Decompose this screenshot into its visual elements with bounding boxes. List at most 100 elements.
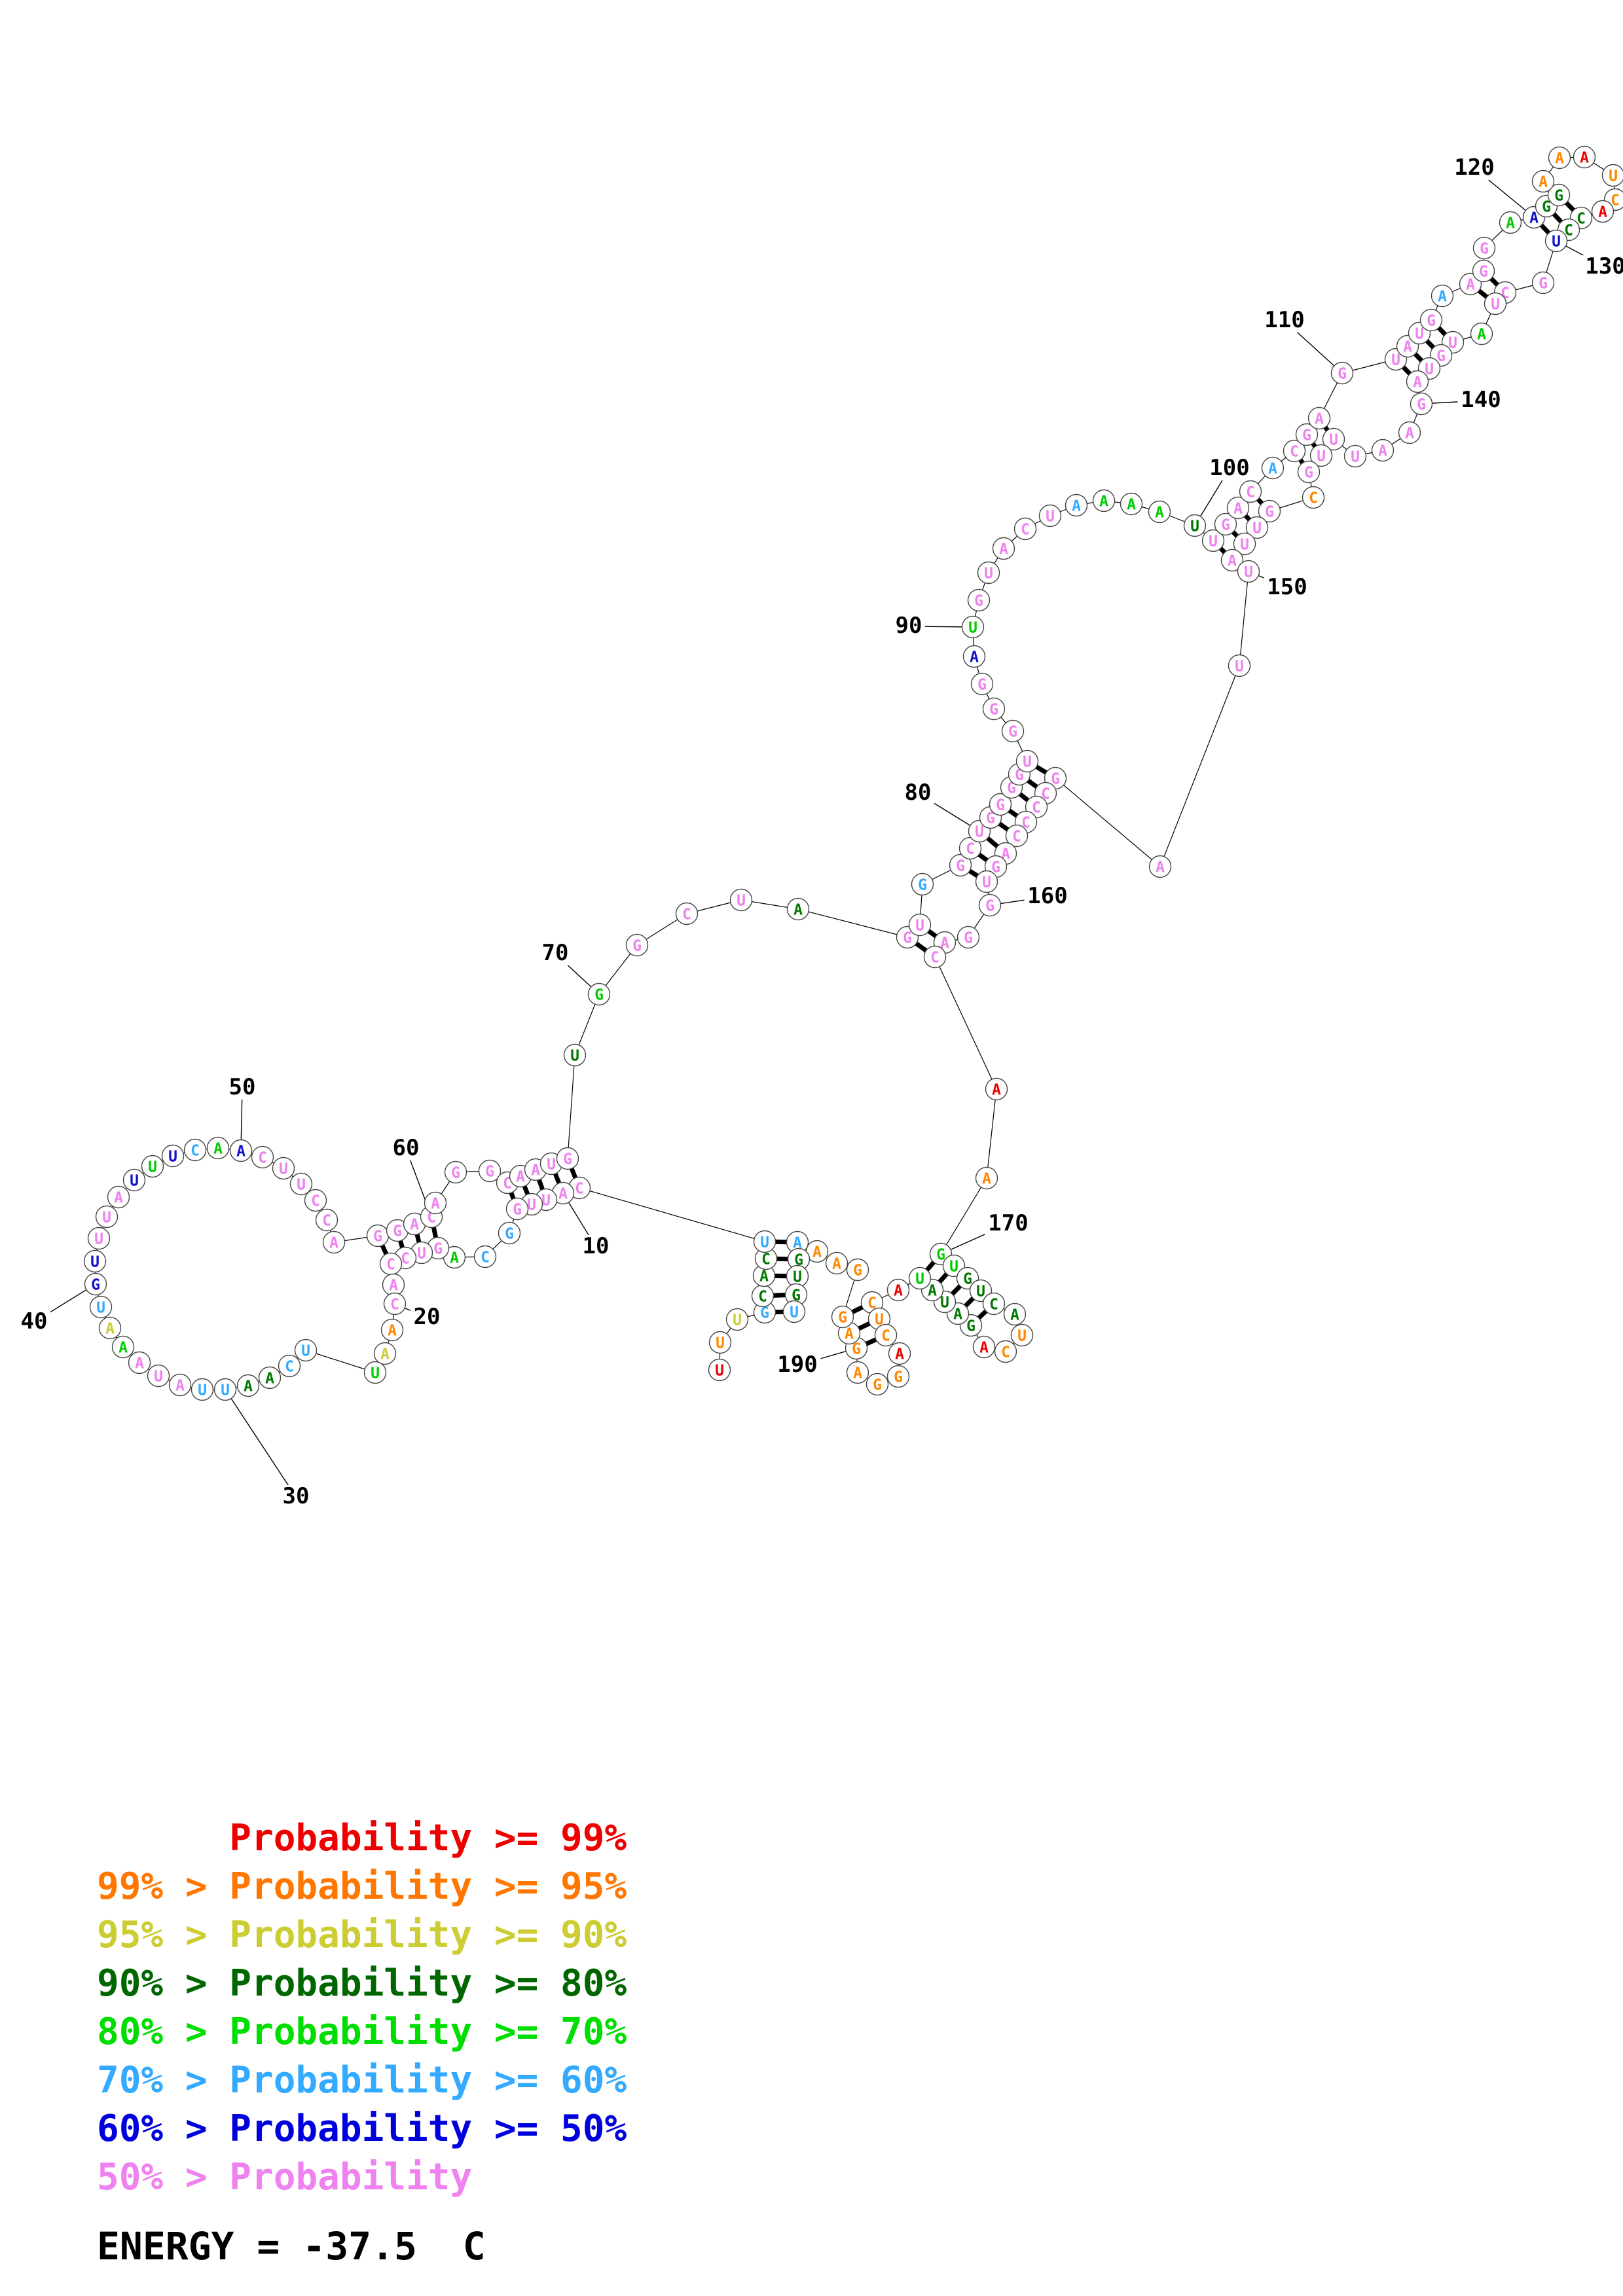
nucleotide-letter: U <box>570 1047 579 1064</box>
nucleotide-letter: A <box>531 1162 540 1179</box>
position-label: 190 <box>777 1352 817 1378</box>
nucleotide-letter: A <box>1099 493 1108 510</box>
nucleotide-letter: A <box>793 901 803 918</box>
backbone-segment <box>1055 778 1161 867</box>
nucleotide-letter: A <box>265 1370 274 1387</box>
nucleotide-letter: U <box>733 1312 742 1329</box>
nucleotide-node <box>1148 500 1171 524</box>
nucleotide-node <box>1214 512 1237 536</box>
nucleotide-letter: C <box>1290 443 1299 460</box>
nucleotide-letter: C <box>966 840 975 857</box>
nucleotide-letter: G <box>963 1270 972 1287</box>
nucleotide-node <box>1573 145 1596 169</box>
nucleotide-letter: G <box>852 1340 861 1357</box>
nucleotide-node <box>978 893 1002 917</box>
nucleotide-letter: C <box>761 1251 771 1268</box>
nucleotide-node <box>95 1205 119 1229</box>
nucleotide-letter: G <box>1051 770 1060 787</box>
nucleotide-letter: U <box>975 823 984 840</box>
nucleotide-letter: U <box>716 1335 725 1352</box>
nucleotide-node <box>183 1138 207 1162</box>
nucleotide-node <box>1038 504 1062 528</box>
nucleotide-node <box>753 1230 776 1253</box>
nucleotide-letter: G <box>563 1151 572 1168</box>
nucleotide-letter: U <box>154 1368 163 1385</box>
nucleotide-node <box>708 1358 731 1382</box>
nucleotide-node <box>1092 489 1116 512</box>
nucleotide-letter: A <box>1155 504 1164 521</box>
nucleotide-letter: C <box>881 1327 890 1344</box>
nucleotide-node <box>1322 427 1345 451</box>
nucleotide-letter: U <box>1017 1327 1027 1344</box>
nucleotide-node <box>975 870 998 893</box>
nucleotide-letter: A <box>812 1244 822 1261</box>
nucleotide-letter: C <box>481 1249 490 1266</box>
nucleotide-letter: G <box>986 810 995 827</box>
nucleotide-letter: U <box>949 1258 958 1275</box>
nucleotide-letter: A <box>175 1377 185 1394</box>
nucleotide-letter: C <box>1309 490 1318 507</box>
nucleotide-node <box>1544 229 1568 253</box>
nucleotide-letter: U <box>915 1270 924 1287</box>
nucleotide-letter: U <box>96 1299 105 1316</box>
nucleotide-letter: U <box>1609 168 1618 185</box>
position-label: 20 <box>414 1304 441 1330</box>
nucleotide-letter: U <box>94 1230 103 1247</box>
backbone-segment <box>940 1177 987 1255</box>
nucleotide-node <box>675 902 699 925</box>
nucleotide-letter: G <box>1338 365 1347 382</box>
nucleotide-letter: U <box>1351 448 1360 465</box>
nucleotide-letter: A <box>410 1216 419 1233</box>
position-label: 170 <box>988 1210 1028 1236</box>
nucleotide-letter: A <box>105 1320 115 1337</box>
nucleotide-node <box>846 1361 869 1384</box>
nucleotide-node <box>989 793 1012 816</box>
position-label-backing <box>410 1306 443 1329</box>
nucleotide-letter: A <box>853 1365 862 1382</box>
position-label: 150 <box>1267 574 1307 600</box>
nucleotide-node <box>911 872 934 896</box>
nucleotide-letter: C <box>758 1288 767 1305</box>
nucleotide-letter: U <box>1023 753 1032 770</box>
nucleotide-node <box>161 1144 185 1168</box>
nucleotide-letter: G <box>1008 723 1017 740</box>
nucleotide-node <box>982 1292 1006 1316</box>
nucleotide-letter: U <box>168 1148 177 1165</box>
energy-readout: ENERGY = -37.5 C <box>97 2224 486 2269</box>
nucleotide-letter: C <box>258 1149 267 1166</box>
nucleotide-letter: A <box>1010 1306 1019 1323</box>
nucleotide-node <box>84 1272 107 1296</box>
nucleotide-node <box>304 1189 327 1212</box>
nucleotide-node <box>1283 439 1306 463</box>
nucleotide-letter: C <box>1012 828 1021 845</box>
nucleotide-node <box>1406 370 1429 393</box>
nucleotide-letter: C <box>1611 192 1620 209</box>
nucleotide-letter: A <box>244 1378 253 1395</box>
nucleotide-letter: C <box>989 1296 998 1313</box>
nucleotide-letter: G <box>996 797 1005 814</box>
nucleotide-letter: U <box>1317 448 1326 465</box>
nucleotide-letter: G <box>792 1287 801 1304</box>
nucleotide-node <box>236 1374 260 1397</box>
nucleotide-letter: C <box>322 1212 331 1229</box>
nucleotide-letter: G <box>1265 503 1274 520</box>
nucleotide-letter: A <box>1405 425 1414 442</box>
position-label-backing <box>579 1235 612 1259</box>
legend-row: 99% > Probability >= 95% <box>97 1865 627 1908</box>
nucleotide-letter: U <box>130 1172 139 1189</box>
nucleotide-letter: A <box>516 1168 525 1185</box>
position-label-backing <box>280 1485 312 1509</box>
nucleotide-letter: U <box>1491 296 1500 313</box>
nucleotide-node <box>1228 654 1251 677</box>
nucleotide-node <box>992 537 1015 560</box>
nucleotide-letter: A <box>759 1268 769 1285</box>
probability-legend: Probability >= 99% 99% > Probability >= 9… <box>97 1814 627 2202</box>
nucleotide-letter: A <box>1580 149 1589 166</box>
nucleotide-letter: G <box>632 937 642 954</box>
nucleotide-letter: G <box>985 897 994 914</box>
nucleotide-letter: G <box>1417 396 1426 413</box>
nucleotide-letter: A <box>119 1339 128 1356</box>
nucleotide-node <box>122 1168 146 1192</box>
nucleotide-letter: A <box>894 1282 903 1299</box>
